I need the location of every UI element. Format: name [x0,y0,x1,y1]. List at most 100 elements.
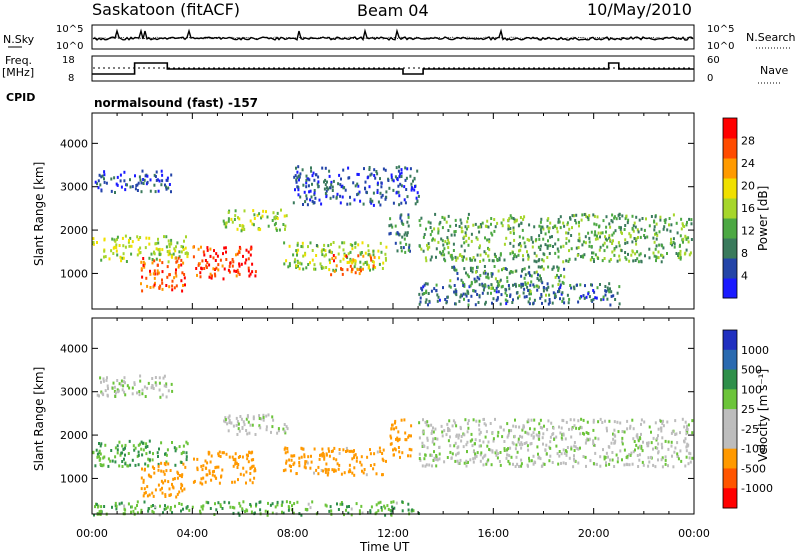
power-cell [228,264,231,268]
power-cell [143,262,146,266]
power-cell [362,254,365,258]
power-cell [345,254,348,258]
velocity-cell [451,424,454,428]
power-cell [631,214,634,218]
velocity-cell [232,424,235,428]
date-title: 10/May/2010 [587,0,692,19]
power-cell [296,170,299,174]
velocity-cell [150,475,153,479]
power-cell [590,283,592,287]
velocity-cell [282,427,285,431]
velocity-cell [243,423,246,427]
velocity-cell [143,500,146,504]
velocity-cell [435,455,438,459]
power-cell [574,219,577,222]
power-cell [296,243,299,247]
velocity-cell [560,461,562,465]
velocity-cell [122,448,125,451]
power-cell [521,228,524,232]
velocity-cell [632,427,635,431]
power-cell [542,252,545,256]
velocity-cell [260,417,263,421]
power-cell [222,252,224,256]
power-cell [373,255,376,259]
velocity-cell [340,501,343,504]
power-cell [166,275,169,279]
velocity-cell [102,379,105,383]
velocity-cell [323,455,326,459]
power-cell [170,238,173,242]
power-cell [399,182,402,186]
power-cell [582,294,585,298]
velocity-cell [310,454,312,458]
power-cell [464,231,467,235]
power-cell [499,302,502,306]
velocity-cell [321,447,324,451]
power-cell [465,294,468,298]
velocity-cell [523,442,526,445]
power-cell [425,291,428,295]
velocity-cell [544,448,547,452]
velocity-cell [348,468,351,472]
velocity-cell [246,432,249,436]
velocity-cell [424,464,427,468]
velocity-cell [584,455,587,459]
power-cell [584,284,586,288]
power-cell [618,254,621,258]
power-cell [429,233,432,237]
power-cell [504,287,507,291]
velocity-cell [241,455,244,459]
power-cell [588,244,591,248]
power-cell [184,246,187,250]
velocity-cell [487,440,490,444]
power-cell [168,242,171,246]
power-cell [559,297,561,301]
velocity-cell [687,423,690,427]
velocity-cell [511,441,514,445]
velocity-cell [321,454,324,458]
power-cell [174,256,177,260]
power-cell [487,246,489,250]
power-cell [356,268,359,272]
power-cell [419,300,422,304]
velocity-cell [142,480,145,484]
power-cell [527,300,530,304]
colorbar-swatch [723,488,737,509]
velocity-cell [664,439,667,443]
velocity-cell [140,447,143,451]
velocity-cell [387,507,390,511]
velocity-cell [248,450,251,454]
velocity-cell [234,457,237,461]
velocity-cell [672,465,675,469]
colorbar-tick-label: -500 [741,462,766,475]
power-cell [501,268,503,272]
power-cell [660,260,663,264]
power-cell [467,303,470,307]
velocity-cell [162,511,164,515]
power-cell [111,237,114,241]
velocity-cell [657,458,659,462]
velocity-cell [389,509,392,512]
power-cell [541,258,544,262]
power-cell [424,282,427,286]
velocity-cell [331,468,334,472]
power-cell [614,298,617,301]
power-cell [517,296,519,300]
velocity-cell [153,467,156,470]
power-cell [333,269,336,273]
power-cell [663,225,666,229]
power-cell [136,189,139,192]
velocity-cell [118,502,121,506]
power-cell [437,231,440,235]
velocity-cell [346,505,348,509]
velocity-cell [246,509,249,513]
velocity-cell [409,454,412,458]
power-cell [369,173,372,177]
velocity-cell [287,508,290,512]
power-cell [305,181,308,185]
power-cell [605,225,608,229]
velocity-cell [570,447,573,451]
velocity-cell [330,509,333,513]
velocity-cell [394,419,397,423]
velocity-cell [241,507,244,511]
